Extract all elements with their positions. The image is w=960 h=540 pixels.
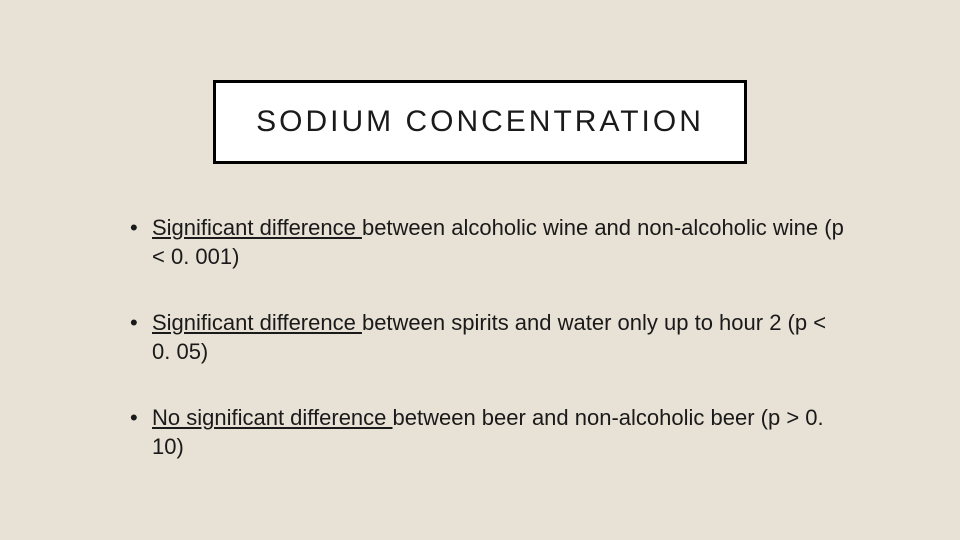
bullet-list: Significant difference between alcoholic… (110, 214, 850, 462)
bullet-emphasis: No significant difference (152, 405, 393, 430)
bullet-emphasis: Significant difference (152, 215, 362, 240)
title-box: SODIUM CONCENTRATION (213, 80, 747, 164)
slide-container: SODIUM CONCENTRATION Significant differe… (0, 0, 960, 540)
slide-title: SODIUM CONCENTRATION (256, 105, 704, 139)
bullet-item: Significant difference between spirits a… (130, 309, 850, 366)
bullet-emphasis: Significant difference (152, 310, 362, 335)
bullet-item: No significant difference between beer a… (130, 404, 850, 461)
bullet-item: Significant difference between alcoholic… (130, 214, 850, 271)
